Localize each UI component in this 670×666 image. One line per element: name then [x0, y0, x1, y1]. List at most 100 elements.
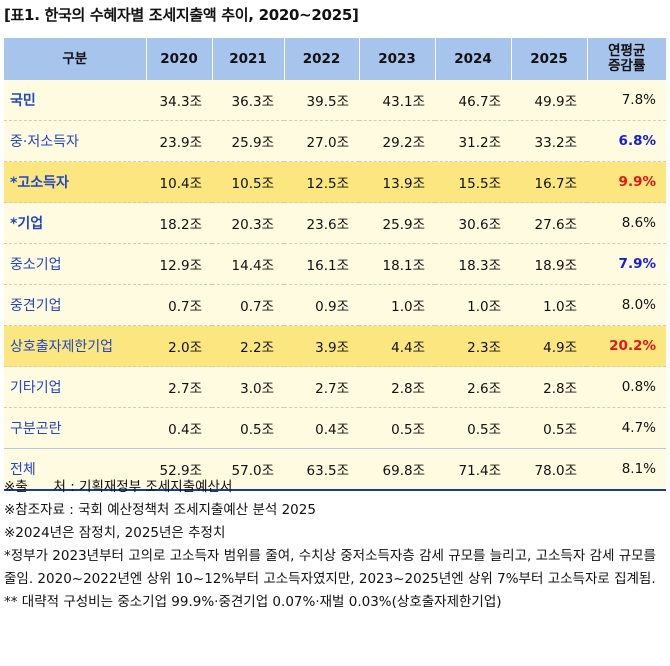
cell-value: 18.2조 [146, 202, 212, 244]
cell-value: 31.2조 [435, 120, 511, 162]
header-category: 구분 [4, 38, 147, 80]
header-year: 2021 [212, 38, 285, 80]
cell-value: 2.0조 [146, 325, 212, 367]
cell-rate: 4.7% [587, 407, 666, 449]
cell-value: 49.9조 [511, 80, 587, 121]
cell-value: 2.7조 [146, 366, 212, 408]
row-label: 기타기업 [4, 366, 146, 408]
row-label: 중견기업 [4, 284, 146, 326]
cell-value: 29.2조 [359, 120, 435, 162]
cell-value: 52.9조 [146, 448, 212, 491]
tax-expenditure-table: 구분 2020 2021 2022 2023 2024 2025 연평균 증감률… [4, 38, 666, 491]
cell-value: 2.7조 [284, 366, 359, 408]
header-year: 2024 [435, 38, 512, 80]
cell-value: 0.7조 [146, 284, 212, 326]
table-row: 구분곤란 0.4조 0.5조 0.4조 0.5조 0.5조 0.5조 4.7% [4, 407, 666, 449]
row-label: 중·저소득자 [4, 120, 146, 162]
cell-value: 30.6조 [435, 202, 511, 244]
cell-value: 39.5조 [284, 80, 359, 121]
cell-value: 1.0조 [435, 284, 511, 326]
cell-value: 2.6조 [435, 366, 511, 408]
table-row: 중·저소득자 23.9조 25.9조 27.0조 29.2조 31.2조 33.… [4, 120, 666, 162]
cell-rate: 8.1% [587, 448, 666, 491]
note-composition: ** 대략적 구성비는 중소기업 99.9%·중견기업 0.07%·재벌 0.0… [4, 594, 502, 610]
cell-value: 0.4조 [146, 407, 212, 449]
cell-value: 3.0조 [212, 366, 284, 408]
cell-value: 0.5조 [511, 407, 587, 449]
row-label: 상호출자제한기업 [4, 325, 146, 367]
cell-value: 34.3조 [146, 80, 212, 121]
header-rate: 연평균 증감률 [587, 38, 666, 80]
row-label: *기업 [4, 202, 146, 244]
cell-value: 2.8조 [359, 366, 435, 408]
cell-value: 10.5조 [212, 161, 284, 203]
header-year: 2025 [511, 38, 588, 80]
cell-value: 63.5조 [284, 448, 359, 491]
cell-value: 69.8조 [359, 448, 435, 491]
cell-value: 18.9조 [511, 243, 587, 285]
row-label: 중소기업 [4, 243, 146, 285]
note-source: ※출 처 : 기획재정부 조세지출예산서 [4, 479, 233, 495]
cell-value: 23.9조 [146, 120, 212, 162]
cell-value: 0.7조 [212, 284, 284, 326]
cell-value: 18.1조 [359, 243, 435, 285]
cell-value: 57.0조 [212, 448, 284, 491]
cell-value: 2.8조 [511, 366, 587, 408]
cell-value: 78.0조 [511, 448, 587, 491]
header-year: 2022 [284, 38, 360, 80]
cell-value: 12.5조 [284, 161, 359, 203]
cell-value: 14.4조 [212, 243, 284, 285]
table-row: 중견기업 0.7조 0.7조 0.9조 1.0조 1.0조 1.0조 8.0% [4, 284, 666, 326]
cell-value: 71.4조 [435, 448, 511, 491]
cell-value: 36.3조 [212, 80, 284, 121]
cell-value: 18.3조 [435, 243, 511, 285]
cell-value: 10.4조 [146, 161, 212, 203]
header-year: 2023 [359, 38, 436, 80]
footnotes: ※출 처 : 기획재정부 조세지출예산서 ※참조자료 : 국회 예산정책처 조세… [4, 476, 666, 614]
cell-value: 0.9조 [284, 284, 359, 326]
table-title: [표1. 한국의 수혜자별 조세지출액 추이, 2020~2025] [4, 6, 359, 24]
table-row: *고소득자 10.4조 10.5조 12.5조 13.9조 15.5조 16.7… [4, 161, 666, 203]
cell-value: 0.4조 [284, 407, 359, 449]
cell-rate: 6.8% [587, 120, 666, 162]
row-label: 국민 [4, 80, 146, 121]
table-row: 기타기업 2.7조 3.0조 2.7조 2.8조 2.6조 2.8조 0.8% [4, 366, 666, 408]
cell-rate: 20.2% [587, 325, 666, 367]
cell-value: 46.7조 [435, 80, 511, 121]
cell-value: 4.9조 [511, 325, 587, 367]
note-estimate: ※2024년은 잠정치, 2025년은 추정치 [4, 525, 226, 541]
cell-value: 16.1조 [284, 243, 359, 285]
cell-value: 12.9조 [146, 243, 212, 285]
cell-value: 0.5조 [212, 407, 284, 449]
cell-rate: 8.0% [587, 284, 666, 326]
cell-value: 25.9조 [359, 202, 435, 244]
cell-value: 20.3조 [212, 202, 284, 244]
cell-value: 0.5조 [435, 407, 511, 449]
note-high-income: *정부가 2023년부터 고의로 고소득자 범위를 줄여, 수치상 중저소득자층… [4, 548, 656, 587]
row-label: *고소득자 [4, 161, 146, 203]
cell-value: 4.4조 [359, 325, 435, 367]
cell-rate: 8.6% [587, 202, 666, 244]
cell-rate: 0.8% [587, 366, 666, 408]
cell-value: 3.9조 [284, 325, 359, 367]
cell-value: 27.6조 [511, 202, 587, 244]
cell-value: 13.9조 [359, 161, 435, 203]
note-reference: ※참조자료 : 국회 예산정책처 조세지출예산 분석 2025 [4, 502, 316, 518]
cell-value: 43.1조 [359, 80, 435, 121]
header-row: 구분 2020 2021 2022 2023 2024 2025 연평균 증감률 [4, 38, 666, 80]
header-year: 2020 [146, 38, 213, 80]
table-row-total: 전체 52.9조 57.0조 63.5조 69.8조 71.4조 78.0조 8… [4, 448, 666, 491]
cell-value: 1.0조 [511, 284, 587, 326]
table-row: 상호출자제한기업 2.0조 2.2조 3.9조 4.4조 2.3조 4.9조 2… [4, 325, 666, 367]
table-row: 국민 34.3조 36.3조 39.5조 43.1조 46.7조 49.9조 7… [4, 80, 666, 121]
header-rate-line1: 연평균 [608, 43, 646, 59]
cell-value: 23.6조 [284, 202, 359, 244]
table-row: *기업 18.2조 20.3조 23.6조 25.9조 30.6조 27.6조 … [4, 202, 666, 244]
cell-value: 27.0조 [284, 120, 359, 162]
cell-value: 16.7조 [511, 161, 587, 203]
row-label: 전체 [4, 448, 146, 491]
cell-value: 2.2조 [212, 325, 284, 367]
cell-value: 2.3조 [435, 325, 511, 367]
cell-rate: 7.9% [587, 243, 666, 285]
cell-value: 0.5조 [359, 407, 435, 449]
